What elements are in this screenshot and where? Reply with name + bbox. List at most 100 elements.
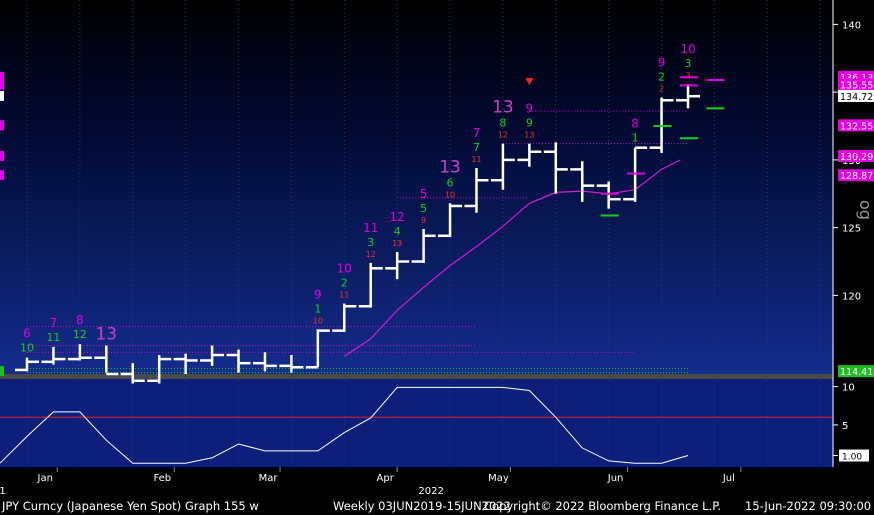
- price-tag-bg: [838, 169, 874, 182]
- ohlc-bar: [570, 161, 595, 202]
- count-setup-label: 7: [50, 316, 58, 330]
- ohlc-bar: [596, 181, 621, 209]
- count-setup-label: 9: [526, 102, 534, 116]
- count-setup-label: 13: [439, 157, 461, 177]
- footer-range: Weekly 03JUN2019-15JUN2022: [333, 499, 511, 513]
- count-setup-label: 7: [473, 126, 481, 140]
- count-sub-label: 10: [445, 190, 455, 199]
- ohlc-bar: [676, 84, 700, 109]
- indicator-y-tick-label: 10: [842, 383, 855, 394]
- count-buy-label: 10: [20, 342, 34, 355]
- price-tag-label: 136.13: [840, 73, 873, 84]
- price-tag-bg: [838, 89, 874, 102]
- ohlc-bars: [15, 84, 700, 384]
- count-setup-label: 8: [631, 117, 639, 131]
- count-setup-label: 6: [23, 327, 31, 341]
- left-edge-marker: [0, 366, 4, 377]
- count-setup-label: 8: [76, 313, 84, 327]
- count-setup-label: 12: [390, 210, 405, 224]
- indicator-line: [0, 386, 689, 464]
- ohlc-bar: [94, 345, 119, 376]
- left-edge-marker: [0, 170, 4, 181]
- axis-side-label: og: [856, 200, 874, 220]
- x-axis: Jan Feb Mar Apr May Jun Jul 2021 2022: [0, 467, 742, 497]
- y-tick-label: 140: [842, 20, 861, 31]
- ohlc-bar: [252, 352, 277, 372]
- ohlc-bar: [15, 357, 39, 372]
- count-buy-label: 5: [420, 202, 427, 215]
- ohlc-bar: [411, 229, 436, 263]
- ohlc-bar: [385, 252, 410, 280]
- count-buy-label: 3: [367, 236, 374, 249]
- footer-ticker: JPY Curncy (Japanese Yen Spot) Graph 155…: [2, 499, 259, 513]
- count-sub-label: 10: [313, 316, 323, 325]
- ohlc-bar: [173, 353, 198, 374]
- count-buy-label: 1: [632, 132, 639, 145]
- count-buy-label: 8: [499, 117, 506, 130]
- count-setup-label: 10: [680, 42, 695, 56]
- ohlc-bar: [226, 349, 251, 373]
- footer-copyright: Copyright© 2022 Bloomberg Finance L.P.: [484, 499, 721, 513]
- lower-panel-bg: [0, 379, 833, 467]
- count-sub-label: 2: [659, 85, 664, 94]
- upper-panel-bg: [0, 0, 833, 374]
- ohlc-bar: [147, 355, 172, 384]
- ohlc-bar: [623, 146, 648, 202]
- price-tag-bg: [838, 119, 874, 132]
- x-tick-label: Jun: [607, 473, 624, 484]
- count-buy-label: 12: [73, 328, 87, 341]
- ohlc-bar: [279, 355, 304, 373]
- left-edge-marker: [0, 120, 4, 131]
- price-tag-bg: [838, 365, 874, 378]
- left-edge-marker: [0, 150, 4, 161]
- x-tick-label: Feb: [153, 473, 171, 484]
- ohlc-bar: [543, 142, 568, 194]
- indicator-path: [0, 386, 689, 464]
- count-setup-label: 10: [337, 262, 352, 276]
- ohlc-bar: [358, 262, 383, 308]
- count-sub-label: 11: [471, 155, 481, 164]
- count-buy-label: 6: [447, 176, 454, 189]
- indicator-value-tag-bg: [839, 449, 869, 462]
- ohlc-bar: [67, 344, 92, 361]
- y-tick-label: 125: [842, 224, 861, 235]
- count-setup-label: 13: [95, 325, 117, 345]
- sell-arrow-icon: [525, 78, 534, 86]
- x-tick-label: May: [488, 473, 509, 484]
- count-buy-label: 1: [314, 302, 321, 315]
- count-sub-label: 11: [339, 291, 349, 300]
- count-buy-label: 11: [46, 331, 60, 344]
- price-tag-label: 135.55: [840, 81, 873, 92]
- count-buy-label: 7: [473, 141, 480, 154]
- moving-average: [343, 159, 681, 357]
- price-tag-label: 132.55: [840, 121, 873, 132]
- left-edge-marker: [0, 71, 4, 82]
- x-tick-label: Mar: [259, 473, 279, 484]
- ohlc-bar: [200, 345, 225, 366]
- price-tag-label: 128.87: [840, 171, 873, 182]
- ohlc-bar: [438, 203, 463, 238]
- ohlc-bar: [120, 363, 145, 384]
- indicator-value-tag: 1.00: [842, 453, 862, 463]
- price-tag-label: 130.29: [840, 152, 873, 163]
- year-label: 2021: [0, 486, 6, 497]
- count-setup-label: 5: [420, 187, 428, 201]
- footer-bar: JPY Curncy (Japanese Yen Spot) Graph 155…: [0, 497, 874, 515]
- left-edge-marker: [0, 79, 4, 90]
- ohlc-bar: [332, 303, 357, 332]
- x-tick-label: Jan: [37, 473, 53, 484]
- price-tag-label: 114.41: [840, 367, 873, 378]
- price-tag-bg: [838, 78, 874, 91]
- count-sub-label: 3: [685, 71, 690, 80]
- count-buy-label: 3: [685, 57, 692, 70]
- count-setup-label: 9: [658, 56, 666, 70]
- ohlc-bar: [464, 168, 489, 213]
- left-edge-marker: [0, 90, 4, 101]
- count-buy-label: 9: [526, 117, 533, 130]
- ma-line: [343, 159, 681, 357]
- count-setup-label: 11: [363, 221, 378, 235]
